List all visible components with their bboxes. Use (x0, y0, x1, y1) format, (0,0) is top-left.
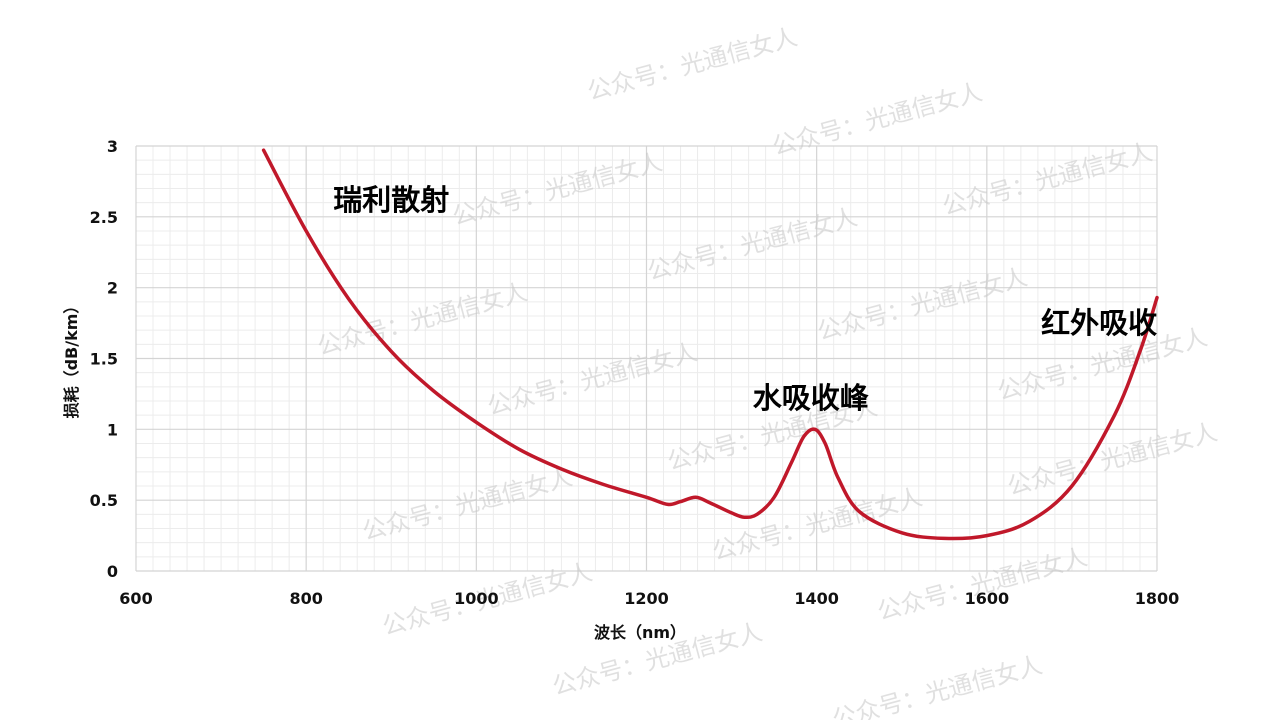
x-tick-label: 1200 (624, 589, 669, 608)
watermark-text: 公众号：光通信女人 (484, 338, 700, 421)
watermark-text: 公众号：光通信女人 (814, 263, 1030, 346)
y-tick-label: 0.5 (90, 491, 118, 510)
major-gridlines (135, 145, 1158, 572)
y-tick-label: 3 (107, 137, 118, 156)
watermark-layer: 公众号：光通信女人公众号：光通信女人公众号：光通信女人公众号：光通信女人公众号：… (314, 23, 1220, 720)
watermark-text: 公众号：光通信女人 (584, 23, 800, 106)
y-tick-label: 2.5 (90, 208, 118, 227)
y-tick-label: 2 (107, 279, 118, 298)
y-axis-label: 损耗（dB/km） (62, 298, 81, 419)
annotation-label: 瑞利散射 (333, 183, 449, 217)
watermark-text: 公众号：光通信女人 (314, 278, 530, 361)
x-tick-labels: 600 800 1000 1200 1400 1600 1800 (119, 589, 1179, 608)
watermark-text: 公众号：光通信女人 (829, 651, 1045, 720)
y-tick-label: 1.5 (90, 350, 118, 369)
annotation-label: 水吸收峰 (753, 381, 869, 415)
x-tick-label: 800 (289, 589, 322, 608)
x-tick-label: 1600 (965, 589, 1010, 608)
loss-curve-line (261, 148, 1159, 541)
x-tick-label: 1400 (794, 589, 839, 608)
x-tick-label: 1000 (454, 589, 499, 608)
y-tick-label: 0 (107, 562, 118, 581)
annotation-label: 红外吸收 (1041, 306, 1157, 340)
watermark-text: 公众号：光通信女人 (1004, 418, 1220, 501)
x-tick-label: 600 (119, 589, 152, 608)
y-tick-labels: 0 0.5 1 1.5 2 2.5 3 (90, 137, 118, 581)
y-tick-label: 1 (107, 420, 118, 439)
x-axis-label: 波长（nm） (594, 623, 686, 642)
x-tick-label: 1800 (1135, 589, 1180, 608)
watermark-text: 公众号：光通信女人 (874, 543, 1090, 626)
